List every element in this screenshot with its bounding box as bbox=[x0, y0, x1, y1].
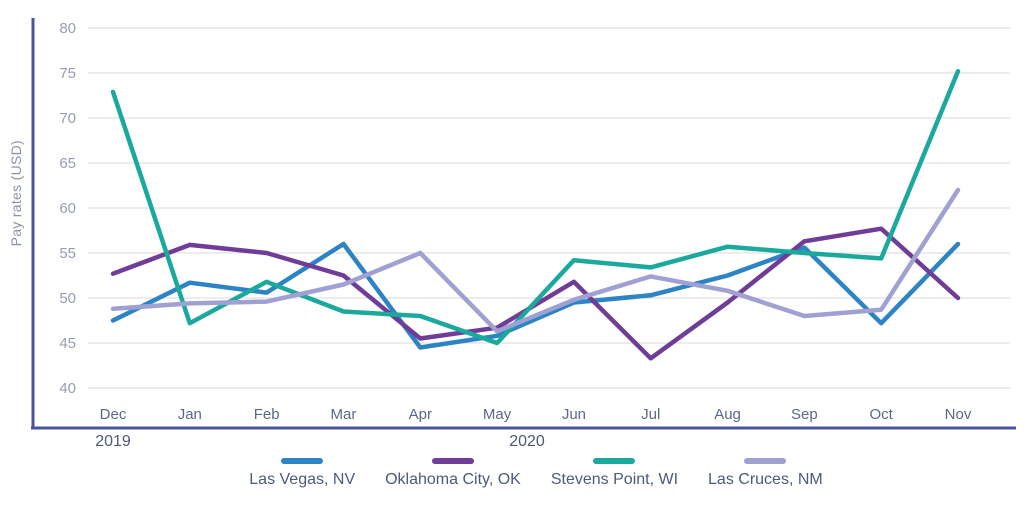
legend: Las Vegas, NV Oklahoma City, OK Stevens … bbox=[24, 458, 1024, 489]
x-month-label: Sep bbox=[791, 406, 818, 423]
y-tick-label: 45 bbox=[59, 335, 76, 352]
x-month-label: Apr bbox=[409, 406, 432, 423]
series-line-stevens-point-wi bbox=[110, 68, 961, 346]
legend-swatch-las-cruces bbox=[744, 458, 787, 464]
y-tick-label: 75 bbox=[59, 65, 76, 82]
x-month-label: Jul bbox=[641, 406, 660, 423]
x-month-label: Nov bbox=[945, 406, 972, 423]
x-month-label: Aug bbox=[714, 406, 741, 423]
legend-item-las-cruces[interactable]: Las Cruces, NM bbox=[708, 458, 823, 489]
x-month-label: Mar bbox=[331, 406, 357, 423]
legend-swatch-stevens-point bbox=[593, 458, 636, 464]
x-axis-year-2020: 2020 bbox=[509, 433, 545, 450]
y-axis-title: Pay rates (USD) bbox=[8, 140, 24, 247]
series-line-oklahoma-city-ok bbox=[110, 226, 961, 361]
y-tick-label: 60 bbox=[59, 200, 76, 217]
legend-item-las-vegas[interactable]: Las Vegas, NV bbox=[249, 458, 355, 489]
legend-swatch-las-vegas bbox=[281, 458, 324, 464]
series-line-las-cruces-nm bbox=[110, 187, 961, 334]
x-month-label: Feb bbox=[254, 406, 280, 423]
x-month-label: Jun bbox=[562, 406, 586, 423]
legend-label-oklahoma-city: Oklahoma City, OK bbox=[385, 471, 521, 488]
x-month-label: Oct bbox=[870, 406, 894, 423]
y-tick-label: 65 bbox=[59, 155, 76, 172]
x-month-label: Dec bbox=[100, 406, 127, 423]
y-tick-label: 50 bbox=[59, 290, 76, 307]
legend-label-stevens-point: Stevens Point, WI bbox=[550, 471, 679, 488]
legend-label-las-cruces: Las Cruces, NM bbox=[708, 471, 823, 488]
y-tick-label: 40 bbox=[59, 380, 76, 397]
legend-item-stevens-point[interactable]: Stevens Point, WI bbox=[551, 458, 678, 489]
y-tick-label: 55 bbox=[59, 245, 76, 262]
legend-label-las-vegas: Las Vegas, NV bbox=[249, 471, 356, 488]
legend-swatch-oklahoma-city bbox=[431, 458, 474, 464]
x-month-label: Jan bbox=[178, 406, 202, 423]
y-tick-label: 70 bbox=[59, 110, 76, 127]
legend-item-oklahoma-city[interactable]: Oklahoma City, OK bbox=[385, 458, 521, 489]
x-month-label: May bbox=[483, 406, 512, 423]
x-axis-year-2019: 2019 bbox=[95, 433, 131, 450]
y-tick-label: 80 bbox=[59, 20, 76, 37]
